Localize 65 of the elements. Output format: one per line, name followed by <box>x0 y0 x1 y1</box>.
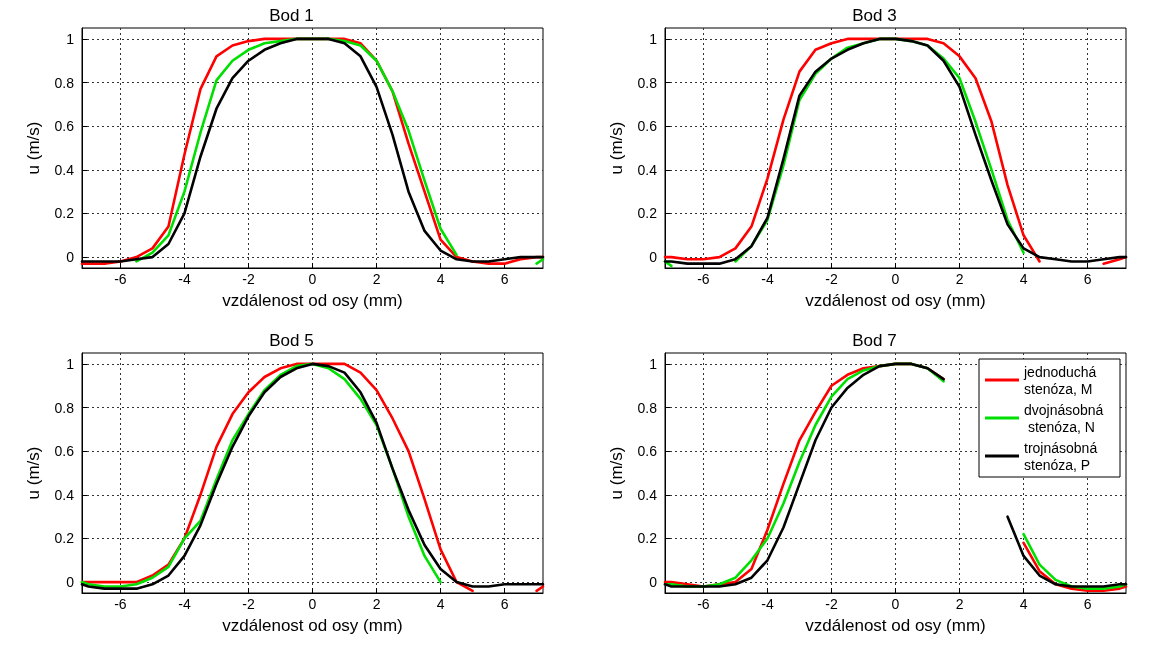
x-tick-label: 2 <box>372 596 381 612</box>
x-axis-title: vzdálenost od osy (mm) <box>222 291 403 310</box>
x-tick-label: 6 <box>1083 596 1092 612</box>
x-axis-title: vzdálenost od osy (mm) <box>805 291 986 310</box>
y-tick-label: 1 <box>66 30 75 47</box>
chart-title: Bod 7 <box>852 331 897 350</box>
x-axis-title: vzdálenost od osy (mm) <box>222 616 403 635</box>
x-tick-label: -2 <box>242 596 255 612</box>
x-tick-label: 2 <box>955 271 964 287</box>
y-tick-label: 0.8 <box>637 399 658 416</box>
x-tick-label: -6 <box>114 271 127 287</box>
y-tick-label: 0.4 <box>637 161 658 178</box>
x-tick-label: -2 <box>825 271 838 287</box>
chart-title: Bod 5 <box>269 331 314 350</box>
y-axis-title: u (m/s) <box>24 121 43 175</box>
chart-title: Bod 3 <box>852 6 897 25</box>
y-tick-label: 0 <box>66 249 75 266</box>
y-tick-label: 0.6 <box>54 443 75 460</box>
x-tick-label: 0 <box>891 271 900 287</box>
y-axis-title: u (m/s) <box>607 446 626 500</box>
y-tick-label: 0.8 <box>637 74 658 91</box>
x-tick-label: 2 <box>372 271 381 287</box>
x-tick-label: -2 <box>825 596 838 612</box>
x-tick-label: 4 <box>1019 271 1028 287</box>
x-tick-label: -4 <box>178 596 191 612</box>
x-tick-label: 6 <box>1083 271 1092 287</box>
x-tick-label: 0 <box>308 596 317 612</box>
y-tick-label: 0.4 <box>54 486 75 503</box>
x-tick-label: 6 <box>500 271 509 287</box>
y-tick-label: 0.4 <box>54 161 75 178</box>
y-tick-label: 0 <box>649 574 658 591</box>
x-tick-label: 4 <box>436 271 445 287</box>
y-tick-label: 0.2 <box>637 205 658 222</box>
x-tick-label: 0 <box>891 596 900 612</box>
x-tick-label: 2 <box>955 596 964 612</box>
y-tick-label: 0.6 <box>637 118 658 135</box>
y-tick-label: 1 <box>66 355 75 372</box>
y-tick-label: 0.6 <box>637 443 658 460</box>
x-tick-label: -6 <box>114 596 127 612</box>
x-tick-label: -4 <box>178 271 191 287</box>
x-tick-label: 4 <box>1019 596 1028 612</box>
x-tick-label: 0 <box>308 271 317 287</box>
x-tick-label: -2 <box>242 271 255 287</box>
y-tick-label: 0.2 <box>54 530 75 547</box>
x-tick-label: -6 <box>697 271 710 287</box>
x-tick-label: 4 <box>436 596 445 612</box>
y-tick-label: 0 <box>66 574 75 591</box>
y-tick-label: 1 <box>649 355 658 372</box>
y-axis-title: u (m/s) <box>607 121 626 175</box>
y-tick-label: 1 <box>649 30 658 47</box>
chart-title: Bod 1 <box>269 6 314 25</box>
y-axis-title: u (m/s) <box>24 446 43 500</box>
x-tick-label: -4 <box>761 271 774 287</box>
y-tick-label: 0.2 <box>54 205 75 222</box>
x-tick-label: -6 <box>697 596 710 612</box>
y-tick-label: 0.4 <box>637 486 658 503</box>
legend-label: trojnásobná stenóza, P <box>1024 439 1102 473</box>
y-tick-label: 0.8 <box>54 74 75 91</box>
x-axis-title: vzdálenost od osy (mm) <box>805 616 986 635</box>
x-tick-label: -4 <box>761 596 774 612</box>
y-tick-label: 0.8 <box>54 399 75 416</box>
y-tick-label: 0.2 <box>637 530 658 547</box>
y-tick-label: 0 <box>649 249 658 266</box>
x-tick-label: 6 <box>500 596 509 612</box>
y-tick-label: 0.6 <box>54 118 75 135</box>
